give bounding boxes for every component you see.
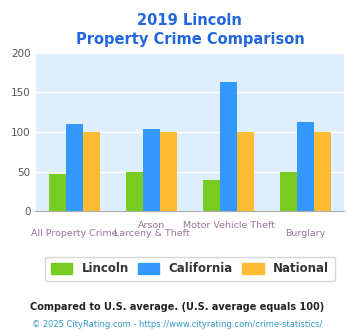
- Bar: [220, 82, 237, 211]
- Text: Larceny & Theft: Larceny & Theft: [114, 229, 189, 238]
- Bar: [203, 180, 220, 211]
- Bar: [314, 132, 331, 211]
- Bar: [160, 132, 177, 211]
- Text: Compared to U.S. average. (U.S. average equals 100): Compared to U.S. average. (U.S. average …: [31, 302, 324, 312]
- Title: 2019 Lincoln
Property Crime Comparison: 2019 Lincoln Property Crime Comparison: [76, 13, 304, 48]
- Bar: [126, 172, 143, 211]
- Bar: [66, 124, 83, 211]
- Bar: [280, 172, 297, 211]
- Text: Burglary: Burglary: [285, 229, 326, 238]
- Text: © 2025 CityRating.com - https://www.cityrating.com/crime-statistics/: © 2025 CityRating.com - https://www.city…: [32, 320, 323, 329]
- Legend: Lincoln, California, National: Lincoln, California, National: [45, 256, 335, 281]
- Bar: [143, 129, 160, 211]
- Text: All Property Crime: All Property Crime: [31, 229, 118, 238]
- Bar: [49, 174, 66, 211]
- Text: Motor Vehicle Theft: Motor Vehicle Theft: [182, 221, 274, 230]
- Bar: [237, 132, 254, 211]
- Bar: [83, 132, 100, 211]
- Text: Arson: Arson: [138, 221, 165, 230]
- Bar: [297, 122, 314, 211]
